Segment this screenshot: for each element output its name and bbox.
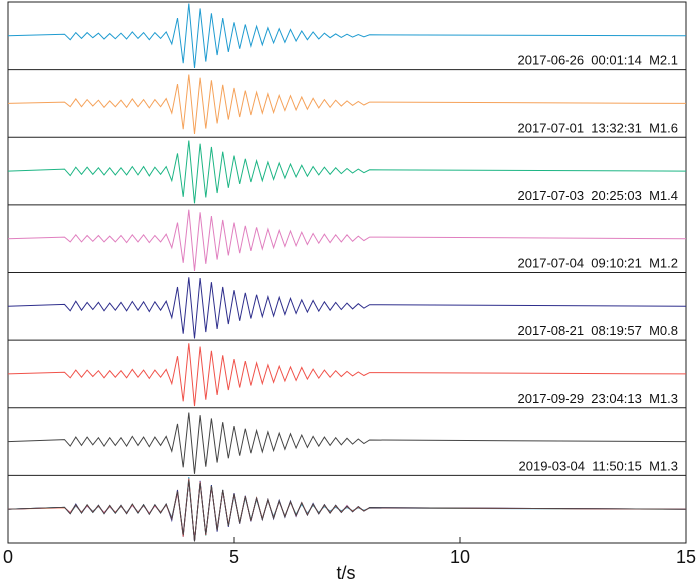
waveform bbox=[7, 478, 687, 542]
waveform bbox=[7, 343, 687, 407]
trace-label: 2017-08-21 08:19:57 M0.8 bbox=[518, 323, 678, 338]
x-tick-label: 15 bbox=[676, 547, 696, 567]
trace-label: 2017-06-26 00:01:14 M2.1 bbox=[518, 53, 678, 68]
waveform bbox=[7, 480, 687, 540]
waveform bbox=[7, 480, 687, 542]
waveform bbox=[7, 3, 687, 69]
waveform bbox=[7, 480, 687, 542]
trace-label: 2017-09-29 23:04:13 M1.3 bbox=[518, 391, 678, 406]
waveform bbox=[7, 277, 687, 339]
waveform bbox=[7, 478, 687, 542]
trace-label: 2019-03-04 11:50:15 M1.3 bbox=[519, 458, 679, 473]
x-tick-label: 10 bbox=[450, 547, 470, 567]
waveform bbox=[7, 74, 687, 135]
trace-label: 2017-07-01 13:32:31 M1.6 bbox=[518, 120, 678, 135]
waveform bbox=[7, 480, 687, 542]
waveform bbox=[7, 140, 687, 204]
x-axis-label: t/s bbox=[336, 563, 355, 583]
trace-label: 2017-07-03 20:25:03 M1.4 bbox=[518, 188, 678, 203]
waveform bbox=[7, 209, 687, 271]
x-tick-label: 0 bbox=[3, 547, 13, 567]
trace-label: 2017-07-04 09:10:21 M1.2 bbox=[518, 256, 678, 271]
waveform bbox=[7, 412, 687, 474]
x-tick-label: 5 bbox=[229, 547, 239, 567]
